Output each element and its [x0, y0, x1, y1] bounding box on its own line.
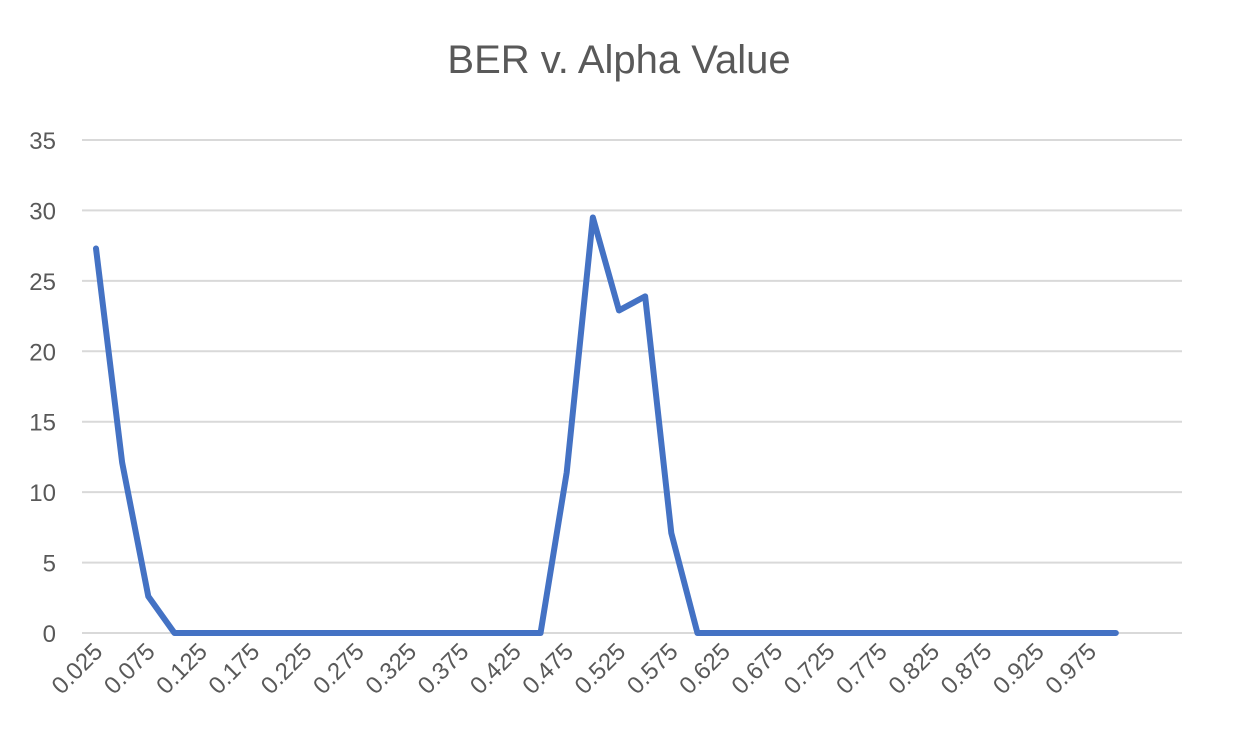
y-tick-label: 25 [29, 269, 56, 296]
data-point [775, 632, 777, 634]
x-tick-label: 0.075 [99, 638, 161, 700]
x-tick-label: 0.425 [465, 638, 527, 700]
data-point [487, 632, 489, 634]
x-tick-label: 0.975 [1040, 638, 1102, 700]
data-point [958, 632, 960, 634]
data-point [880, 632, 881, 634]
y-tick-label: 30 [29, 198, 56, 225]
data-point [984, 632, 986, 634]
x-tick-label: 0.575 [622, 638, 684, 700]
data-point [278, 632, 280, 634]
data-point [1089, 632, 1091, 634]
chart-title: BER v. Alpha Value [447, 38, 791, 82]
data-point [1115, 632, 1117, 634]
data-point [670, 532, 672, 534]
data-point [592, 216, 594, 218]
data-point [827, 632, 829, 634]
x-tick-label: 0.375 [413, 638, 475, 700]
x-tick-label: 0.625 [674, 638, 736, 700]
x-tick-label: 0.875 [936, 638, 998, 700]
data-point [540, 632, 542, 634]
x-tick-label: 0.725 [779, 638, 841, 700]
data-point [95, 247, 97, 249]
series-line-0 [93, 214, 1119, 636]
data-point [906, 632, 908, 634]
x-tick-label: 0.125 [151, 638, 213, 700]
data-point [226, 632, 228, 634]
y-tick-label: 15 [29, 410, 56, 437]
data-point [461, 632, 463, 634]
data-point [749, 632, 751, 634]
y-tick-label: 35 [29, 128, 56, 155]
data-point [200, 632, 202, 634]
data-point [409, 632, 411, 634]
x-tick-label: 0.175 [204, 638, 266, 700]
x-tick-label: 0.475 [517, 638, 579, 700]
data-point [435, 632, 437, 634]
data-point [252, 632, 254, 634]
x-tick-label: 0.925 [988, 638, 1050, 700]
data-point [618, 309, 620, 311]
data-point [383, 632, 385, 634]
data-point [304, 632, 306, 634]
x-tick-label: 0.225 [256, 638, 318, 700]
y-tick-label: 20 [29, 339, 56, 366]
data-point [853, 632, 855, 634]
data-point [330, 632, 332, 634]
x-tick-label: 0.675 [727, 638, 789, 700]
x-tick-label: 0.525 [570, 638, 632, 700]
data-point [147, 595, 149, 597]
data-point [932, 632, 934, 634]
data-point [173, 632, 175, 634]
data-point [1010, 632, 1012, 634]
data-point [357, 632, 358, 634]
data-point [801, 632, 803, 634]
data-point [1036, 632, 1038, 634]
y-tick-label: 5 [43, 551, 56, 578]
data-point [644, 295, 646, 297]
x-tick-label: 0.325 [360, 638, 422, 700]
data-point [696, 632, 698, 634]
y-tick-label: 10 [29, 480, 56, 507]
data-point [723, 632, 725, 634]
x-tick-label: 0.775 [831, 638, 893, 700]
data-point [566, 471, 568, 473]
data-point [121, 462, 123, 464]
x-tick-label: 0.275 [308, 638, 370, 700]
data-point [1063, 632, 1065, 634]
x-tick-label: 0.825 [883, 638, 945, 700]
y-tick-label: 0 [43, 621, 56, 648]
data-point [513, 632, 515, 634]
